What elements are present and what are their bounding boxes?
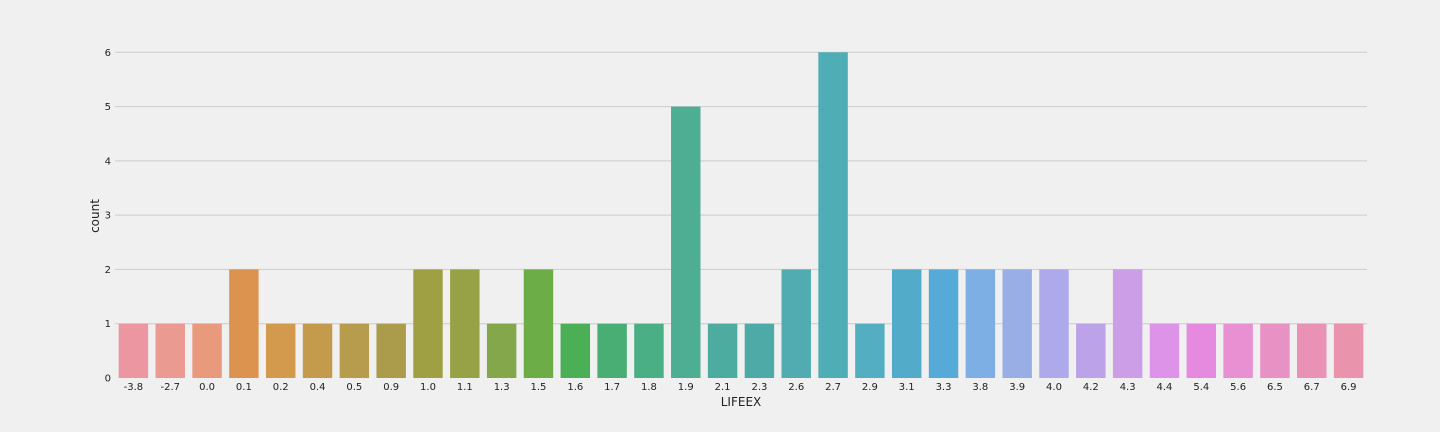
x-tick-label: 2.3 (751, 382, 767, 393)
x-tick-label: 4.3 (1120, 382, 1136, 393)
x-tick-label: 3.1 (899, 382, 915, 393)
x-tick-label: 1.5 (531, 382, 547, 393)
bar-0.2 (265, 323, 296, 378)
x-tick-label: 2.1 (715, 382, 731, 393)
x-tick-label: 0.5 (346, 382, 362, 393)
x-tick-label: 0.0 (199, 382, 215, 393)
bar-1.1 (450, 269, 480, 378)
bar-1.5 (523, 269, 554, 378)
x-tick-label: 5.4 (1193, 382, 1209, 393)
x-tick-label: 0.4 (310, 382, 326, 393)
bar-2.3 (744, 323, 775, 378)
bar-4.4 (1149, 323, 1180, 378)
bar-4.3 (1112, 269, 1143, 378)
x-tick-label: 3.8 (972, 382, 988, 393)
x-tick-label: 4.4 (1157, 382, 1173, 393)
x-tick-labels: -3.8 -2.7 0.0 0.1 0.2 0.4 0.5 0.9 1.0 1.1 1.3 1.5 1.… (124, 382, 1357, 393)
bar-2.1 (707, 323, 738, 378)
x-tick-label: 1.7 (604, 382, 620, 393)
bar-4.2 (1076, 323, 1106, 378)
bars (118, 52, 1364, 379)
y-tick-label: 2 (105, 265, 111, 276)
y-tick-label: 3 (105, 211, 111, 222)
bar-0.0 (192, 323, 222, 378)
x-tick-label: -2.7 (160, 382, 180, 393)
bar-1.3 (486, 323, 517, 378)
bar-1.6 (560, 323, 591, 378)
bar-1.7 (597, 323, 627, 378)
gridlines (115, 51, 1367, 325)
y-tick-label: 6 (105, 48, 111, 59)
x-tick-label: 2.9 (862, 382, 878, 393)
bar-0.9 (376, 323, 406, 378)
bar-2.6 (781, 269, 811, 378)
x-tick-label: 1.6 (567, 382, 583, 393)
bar-5.6 (1223, 323, 1253, 378)
bar-0.1 (229, 269, 259, 378)
x-tick-label: 0.9 (383, 382, 399, 393)
y-tick-label: 0 (105, 374, 111, 385)
bar-6.5 (1260, 323, 1290, 378)
y-axis-label: count (88, 199, 102, 233)
bar-0.5 (339, 323, 370, 378)
bar--2.7 (155, 323, 185, 378)
x-tick-label: 3.9 (1009, 382, 1025, 393)
bar-3.8 (965, 269, 996, 378)
x-tick-label: 1.1 (457, 382, 473, 393)
x-tick-label: 6.9 (1341, 382, 1357, 393)
x-tick-label: 3.3 (936, 382, 952, 393)
bar-2.9 (855, 323, 885, 378)
x-tick-label: 6.5 (1267, 382, 1283, 393)
x-tick-label: 0.1 (236, 382, 252, 393)
x-tick-label: 5.6 (1230, 382, 1246, 393)
bar-6.9 (1333, 323, 1364, 378)
bar-1.0 (413, 269, 443, 378)
y-tick-label: 1 (105, 319, 111, 330)
bar-3.1 (891, 269, 922, 378)
bar-3.9 (1002, 269, 1032, 378)
x-axis-label: LIFEEX (721, 395, 762, 409)
bar-3.3 (928, 269, 959, 378)
bar-1.8 (634, 323, 664, 378)
x-tick-label: -3.8 (124, 382, 144, 393)
x-tick-label: 1.0 (420, 382, 436, 393)
y-tick-label: 4 (105, 156, 111, 167)
y-tick-label: 5 (105, 102, 111, 113)
bar-5.4 (1186, 323, 1217, 378)
y-tick-labels: 0 1 2 3 4 5 6 (105, 48, 111, 385)
x-tick-label: 0.2 (273, 382, 289, 393)
x-tick-label: 1.8 (641, 382, 657, 393)
bar-1.9 (671, 106, 701, 379)
x-tick-label: 2.6 (788, 382, 804, 393)
bar-6.7 (1297, 323, 1327, 378)
x-tick-label: 1.3 (494, 382, 510, 393)
bar-0.4 (302, 323, 333, 378)
x-tick-label: 6.7 (1304, 382, 1320, 393)
bar-4.0 (1039, 269, 1069, 378)
x-tick-label: 1.9 (678, 382, 694, 393)
x-tick-label: 4.0 (1046, 382, 1062, 393)
bar-2.7 (818, 52, 848, 379)
x-tick-label: 2.7 (825, 382, 841, 393)
bar--3.8 (118, 323, 149, 378)
x-tick-label: 4.2 (1083, 382, 1099, 393)
